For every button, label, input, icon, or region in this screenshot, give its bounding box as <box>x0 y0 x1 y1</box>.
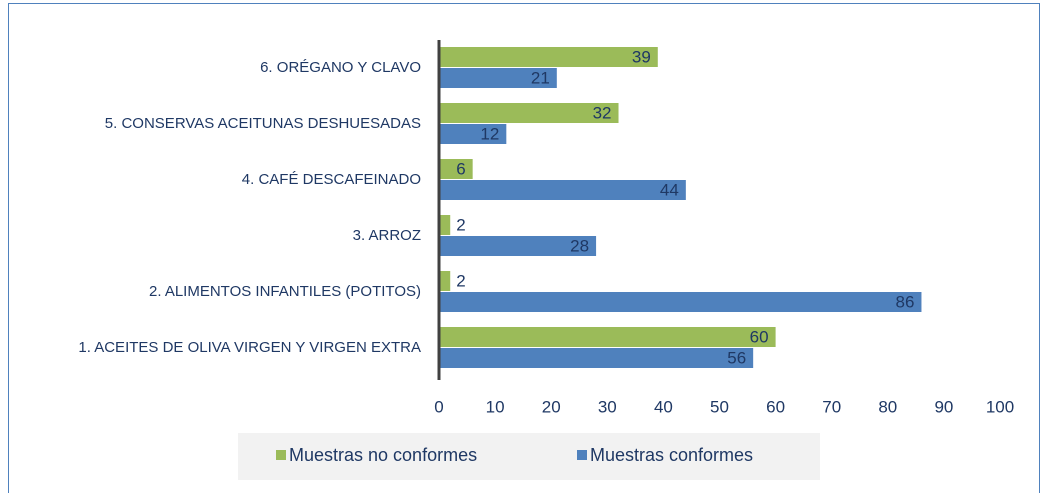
y-tick-label: 4. CAFÉ DESCAFEINADO <box>242 171 421 188</box>
x-tick-label: 0 <box>434 397 443 416</box>
x-tick-label: 70 <box>822 397 841 416</box>
bar <box>439 215 451 235</box>
data-label: 12 <box>480 124 499 143</box>
data-label: 60 <box>750 327 769 346</box>
data-label: 86 <box>896 292 915 311</box>
data-label: 32 <box>593 103 612 122</box>
y-tick-label: 3. ARROZ <box>353 227 421 244</box>
data-label: 21 <box>531 68 550 87</box>
data-label: 28 <box>570 236 589 255</box>
y-tick-label: 1. ACEITES DE OLIVA VIRGEN Y VIRGEN EXTR… <box>78 339 421 356</box>
bar <box>439 327 776 347</box>
legend-label: Muestras conformes <box>590 445 753 465</box>
x-tick-label: 90 <box>934 397 953 416</box>
bar <box>439 124 507 144</box>
x-tick-label: 80 <box>878 397 897 416</box>
y-tick-label: 5. CONSERVAS ACEITUNAS DESHUESADAS <box>105 115 421 132</box>
data-label: 2 <box>456 215 465 234</box>
data-label: 44 <box>660 180 679 199</box>
legend-swatch <box>577 450 587 460</box>
bar <box>439 68 557 88</box>
y-tick-label: 2. ALIMENTOS INFANTILES (POTITOS) <box>149 283 421 300</box>
bar <box>439 47 658 67</box>
x-tick-label: 60 <box>766 397 785 416</box>
legend-box <box>238 433 820 480</box>
data-label: 39 <box>632 47 651 66</box>
y-tick-label: 6. ORÉGANO Y CLAVO <box>260 59 421 76</box>
bar <box>439 103 619 123</box>
data-label: 56 <box>727 348 746 367</box>
bar <box>439 236 597 256</box>
x-tick-label: 30 <box>598 397 617 416</box>
x-tick-label: 100 <box>986 397 1014 416</box>
x-tick-label: 10 <box>486 397 505 416</box>
bar <box>439 159 473 179</box>
bar <box>439 180 686 200</box>
legend-label: Muestras no conformes <box>289 445 477 465</box>
x-tick-label: 50 <box>710 397 729 416</box>
x-tick-label: 20 <box>542 397 561 416</box>
bar <box>439 292 922 312</box>
legend-swatch <box>276 450 286 460</box>
data-label: 2 <box>456 271 465 290</box>
bar <box>439 348 754 368</box>
bar <box>439 271 451 291</box>
data-label: 6 <box>456 159 465 178</box>
x-tick-label: 40 <box>654 397 673 416</box>
